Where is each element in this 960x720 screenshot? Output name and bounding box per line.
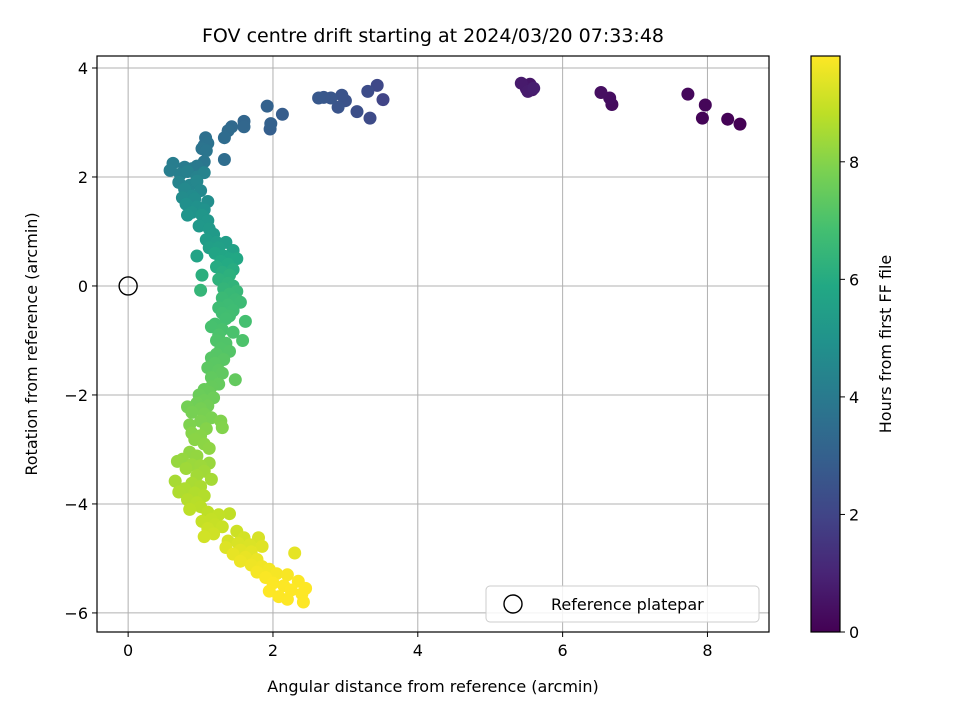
- scatter-point: [260, 99, 274, 113]
- x-tick-label: 4: [413, 641, 423, 660]
- scatter-point: [172, 485, 186, 499]
- scatter-point: [170, 454, 184, 468]
- scatter-point: [237, 120, 251, 134]
- scatter-point: [181, 165, 194, 178]
- scatter-point: [185, 405, 199, 419]
- scatter-point: [215, 421, 229, 435]
- scatter-point: [363, 111, 377, 125]
- scatter-point: [179, 462, 193, 475]
- scatter-point: [223, 507, 236, 521]
- scatter-point: [296, 595, 310, 609]
- scatter-point: [228, 373, 242, 387]
- scatter-point: [236, 334, 250, 347]
- scatter-point: [280, 592, 294, 606]
- scatter-point: [217, 153, 231, 166]
- colorbar-tick-label: 0: [849, 623, 859, 642]
- x-tick-label: 0: [123, 641, 133, 660]
- scatter-point: [695, 111, 709, 125]
- legend-label: Reference platepar: [551, 595, 704, 614]
- x-tick-label: 8: [702, 641, 712, 660]
- scatter-point: [262, 584, 276, 598]
- scatter-point: [361, 84, 375, 98]
- scatter-point: [197, 166, 211, 180]
- scatter-point: [226, 325, 240, 339]
- scatter-points: [118, 76, 747, 609]
- scatter-point: [233, 554, 247, 568]
- scatter-point: [264, 117, 278, 131]
- scatter-point: [594, 86, 608, 99]
- scatter-point: [370, 78, 384, 92]
- scatter-point: [238, 314, 252, 328]
- scatter-point: [350, 105, 364, 119]
- scatter-point: [335, 88, 349, 102]
- scatter-point: [721, 112, 735, 126]
- scatter-point: [204, 472, 218, 486]
- scatter-point: [255, 539, 269, 553]
- y-tick-label: 2: [78, 168, 88, 187]
- scatter-point: [197, 530, 211, 544]
- legend: Reference platepar: [485, 585, 760, 623]
- scatter-point: [190, 249, 204, 263]
- colorbar-ticks: 0 2 4 6 8: [840, 153, 859, 642]
- scatter-point: [163, 163, 177, 177]
- chart-title: FOV centre drift starting at 2024/03/20 …: [202, 25, 664, 47]
- colorbar-tick-label: 4: [849, 388, 859, 407]
- scatter-point: [181, 208, 194, 222]
- scatter-point: [202, 441, 216, 455]
- plot-frame: [96, 55, 770, 633]
- scatter-point: [280, 568, 294, 582]
- colorbar-gradient: [810, 55, 841, 633]
- colorbar-tick-label: 8: [849, 153, 859, 172]
- scatter-point: [194, 283, 208, 297]
- y-tick-label: −4: [64, 495, 88, 514]
- colorbar-label: Hours from first FF file: [876, 255, 895, 434]
- scatter-point: [331, 100, 345, 114]
- scatter-point: [183, 502, 197, 516]
- scatter-point: [195, 268, 209, 282]
- x-tick-label: 2: [268, 641, 278, 660]
- y-axis-label: Rotation from reference (arcmin): [22, 212, 41, 475]
- scatter-point: [201, 361, 215, 375]
- colorbar-tick-label: 6: [849, 270, 859, 289]
- grid-lines: [97, 56, 769, 632]
- colorbar-tick-label: 2: [849, 505, 859, 524]
- y-tick-label: −6: [64, 604, 88, 623]
- scatter-point: [215, 520, 229, 534]
- scatter-point: [192, 219, 206, 233]
- y-tick-label: −2: [64, 386, 88, 405]
- legend-box: [485, 585, 760, 623]
- legend-marker: [503, 594, 523, 614]
- scatter-point: [217, 131, 231, 145]
- axis-ticks: 0 2 4 6 8 −6 −4 −2 0 2 4: [64, 59, 712, 660]
- scatter-point: [681, 87, 695, 101]
- scatter-point: [527, 81, 541, 95]
- scatter-point: [312, 91, 326, 105]
- y-tick-label: 4: [78, 59, 88, 78]
- scatter-point: [698, 98, 712, 112]
- reference-marker: [118, 276, 138, 296]
- scatter-point: [288, 546, 302, 560]
- scatter-point: [376, 93, 390, 107]
- scatter-point: [275, 107, 289, 121]
- scatter-point: [733, 117, 747, 131]
- x-tick-label: 6: [558, 641, 568, 660]
- x-axis-label: Angular distance from reference (arcmin): [267, 677, 598, 696]
- scatter-point: [215, 366, 229, 380]
- scatter-point: [219, 312, 233, 326]
- colorbar: 0 2 4 6 8 Hours from first FF file: [810, 55, 895, 642]
- scatter-point: [168, 474, 182, 488]
- y-tick-label: 0: [78, 277, 88, 296]
- scatter-point: [199, 144, 213, 158]
